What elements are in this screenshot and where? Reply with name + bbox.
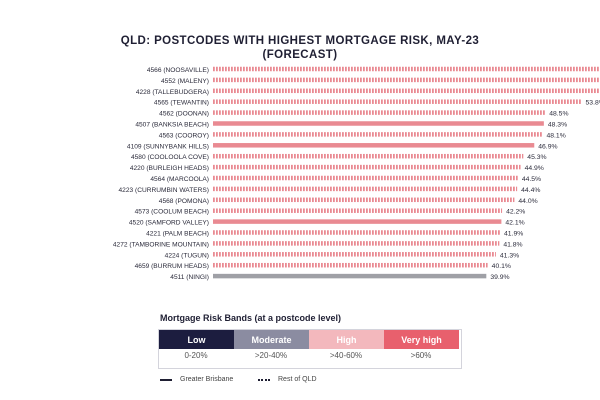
bar (213, 208, 503, 213)
value-label: 46.9% (538, 143, 557, 150)
value-label: 44.5% (522, 176, 541, 183)
legend-greater-brisbane: Greater Brisbane (160, 376, 233, 383)
bar (213, 241, 500, 246)
bar (213, 186, 518, 192)
category-label: 4573 (COOLUM BEACH) (135, 209, 209, 216)
value-label: 44.9% (525, 165, 544, 172)
category-label: 4224 (TUGUN) (165, 252, 209, 259)
bar (213, 121, 544, 126)
bar (213, 164, 521, 170)
bar (213, 230, 501, 235)
bar (213, 252, 496, 257)
value-label: 41.3% (500, 252, 519, 259)
category-label: 4511 (NINGI) (170, 274, 209, 281)
value-label: 44.4% (521, 187, 540, 194)
bar (213, 273, 487, 279)
value-label: 40.1% (492, 263, 511, 270)
category-label: 4228 (TALLEBUDGERA) (136, 89, 209, 96)
category-label: 4566 (NOOSAVILLE) (147, 67, 209, 74)
risk-band-very-high: Very high (384, 330, 459, 349)
bar (213, 153, 524, 159)
value-label: 42.1% (505, 220, 524, 227)
legend-label-greater-brisbane: Greater Brisbane (180, 376, 234, 383)
legend-dotted-swatch (258, 378, 270, 381)
risk-band-low: Low (159, 330, 234, 349)
value-label: 41.8% (503, 241, 522, 248)
value-label: 48.5% (549, 111, 568, 118)
category-label: 4562 (DOONAN) (159, 111, 209, 118)
category-label: 4563 (COOROY) (159, 132, 209, 139)
chart-title-line-1: QLD: POSTCODES WITH HIGHEST MORTGAGE RIS… (120, 35, 480, 47)
risk-bands-title: Mortgage Risk Bands (at a postcode level… (160, 313, 342, 323)
category-label: 4220 (BURLEIGH HEADS) (130, 165, 209, 172)
bar-chart: 4566 (NOOSAVILLE)58.3%4552 (MALENY)57.1%… (113, 66, 600, 281)
value-label: 41.9% (504, 231, 523, 238)
risk-band-range: 0-20% (184, 351, 208, 360)
risk-bands-panel (158, 329, 462, 369)
bar (213, 132, 543, 137)
value-label: 45.3% (527, 154, 546, 161)
category-label: 4564 (MARCOOLA) (150, 176, 209, 183)
category-label: 4507 (BANKSIA BEACH) (135, 122, 209, 129)
category-label: 4520 (SAMFORD VALLEY) (129, 220, 209, 227)
chart-title: QLD: POSTCODES WITH HIGHEST MORTGAGE RIS… (0, 34, 600, 62)
bar (213, 219, 502, 224)
bar (213, 99, 582, 104)
category-label: 4565 (TEWANTIN) (154, 100, 209, 107)
risk-band-range: >40-60% (329, 351, 363, 360)
category-label: 4552 (MALENY) (161, 78, 209, 85)
bar (213, 77, 600, 83)
category-label: 4659 (BURRUM HEADS) (135, 263, 209, 270)
category-label: 4568 (POMONA) (159, 198, 209, 205)
value-label: 44.0% (518, 198, 537, 205)
category-label: 4272 (TAMBORINE MOUNTAIN) (113, 241, 209, 248)
value-label: 42.2% (506, 209, 525, 216)
bar (213, 66, 600, 72)
risk-band-high: High (309, 330, 384, 349)
category-label: 4580 (COOLOOLA COVE) (131, 154, 209, 161)
bar (213, 175, 518, 181)
bar (213, 262, 488, 268)
bar (213, 88, 600, 94)
category-label: 4221 (PALM BEACH) (146, 231, 209, 238)
value-label: 48.1% (546, 132, 565, 139)
bar (213, 110, 546, 115)
category-label: 4109 (SUNNYBANK HILLS) (127, 143, 209, 150)
value-label: 53.8% (586, 100, 600, 107)
bar (213, 143, 535, 148)
value-label: 48.3% (548, 122, 567, 129)
legend-label-rest-of-qld: Rest of QLD (278, 376, 317, 383)
value-label: 39.9% (490, 274, 509, 281)
legend-rest-of-qld: Rest of QLD (258, 376, 317, 383)
bar (213, 197, 515, 203)
risk-band-range: >60% (410, 351, 432, 360)
chart-title-line-2: (FORECAST) (262, 49, 338, 61)
legend-solid-swatch (160, 378, 172, 381)
category-label: 4223 (CURRUMBIN WATERS) (119, 187, 210, 194)
risk-band-moderate: Moderate (234, 330, 309, 349)
risk-band-range: >20-40% (254, 351, 288, 360)
